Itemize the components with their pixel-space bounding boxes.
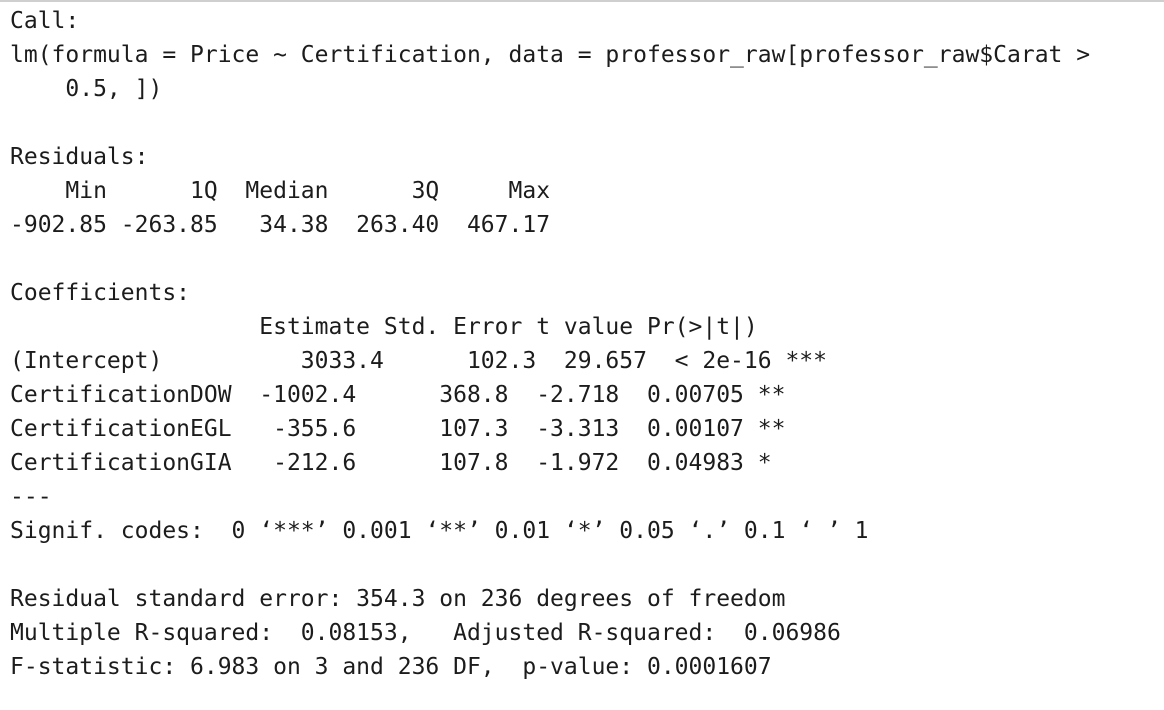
call-line: lm(formula = Price ~ Certification, data…	[10, 42, 1091, 68]
coefficient-row-egl: CertificationEGL -355.6 107.3 -3.313 0.0…	[10, 416, 800, 442]
separator-line: ---	[10, 484, 52, 510]
call-line-continuation: 0.5, ])	[10, 76, 163, 102]
blank-line	[10, 548, 1090, 582]
coefficient-row-dow: CertificationDOW -1002.4 368.8 -2.718 0.…	[10, 382, 800, 408]
residual-standard-error-line: Residual standard error: 354.3 on 236 de…	[10, 586, 786, 612]
r-console-output: Call: lm(formula = Price ~ Certification,…	[10, 4, 1090, 684]
window-top-border	[0, 0, 1164, 2]
coefficients-header: Coefficients:	[10, 280, 191, 306]
signif-codes-line: Signif. codes: 0 ‘***’ 0.001 ‘**’ 0.01 ‘…	[10, 518, 869, 544]
blank-line	[10, 242, 1090, 276]
residuals-header: Residuals:	[10, 144, 149, 170]
coefficients-column-headers: Estimate Std. Error t value Pr(>|t|)	[10, 314, 814, 340]
r-squared-line: Multiple R-squared: 0.08153, Adjusted R-…	[10, 620, 855, 646]
f-statistic-line: F-statistic: 6.983 on 3 and 236 DF, p-va…	[10, 654, 772, 680]
residuals-column-headers: Min 1Q Median 3Q Max	[10, 178, 564, 204]
call-header: Call:	[10, 8, 80, 34]
blank-line	[10, 106, 1090, 140]
coefficient-row-intercept: (Intercept) 3033.4 102.3 29.657 < 2e-16 …	[10, 348, 827, 374]
coefficient-row-gia: CertificationGIA -212.6 107.8 -1.972 0.0…	[10, 450, 800, 476]
residuals-values: -902.85 -263.85 34.38 263.40 467.17	[10, 212, 564, 238]
